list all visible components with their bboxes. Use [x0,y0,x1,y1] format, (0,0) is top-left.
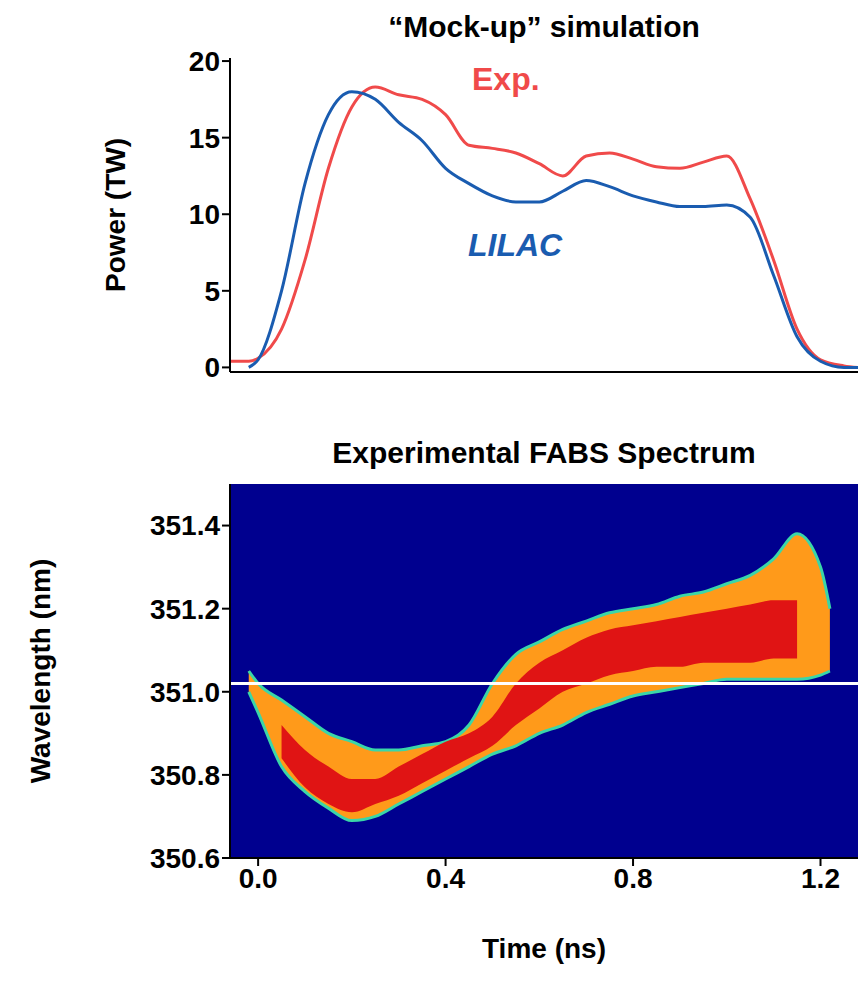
svg-text:351.4: 351.4 [150,510,220,541]
svg-text:0.0: 0.0 [239,863,278,894]
svg-text:1.2: 1.2 [801,863,840,894]
svg-text:Wavelength (nm): Wavelength (nm) [25,559,56,784]
svg-text:Power (TW): Power (TW) [100,138,131,292]
svg-text:351.2: 351.2 [150,594,220,625]
svg-text:350.8: 350.8 [150,760,220,791]
svg-text:351.0: 351.0 [150,677,220,708]
html-text:Exp.: Exp. [472,61,540,97]
svg-text:5: 5 [204,276,220,307]
svg-text:0.8: 0.8 [614,863,653,894]
html-text:“Mock-up” simulation: “Mock-up” simulation [388,10,700,43]
svg-text:20: 20 [189,46,220,77]
svg-text:0: 0 [204,352,220,383]
svg-text:15: 15 [189,123,220,154]
svg-text:0.4: 0.4 [426,863,465,894]
svg-text:Time (ns): Time (ns) [482,933,606,964]
svg-text:10: 10 [189,199,220,230]
html-text:Experimental FABS Spectrum: Experimental FABS Spectrum [332,436,756,469]
svg-text:350.6: 350.6 [150,843,220,874]
html-text:LILAC: LILAC [468,227,563,263]
